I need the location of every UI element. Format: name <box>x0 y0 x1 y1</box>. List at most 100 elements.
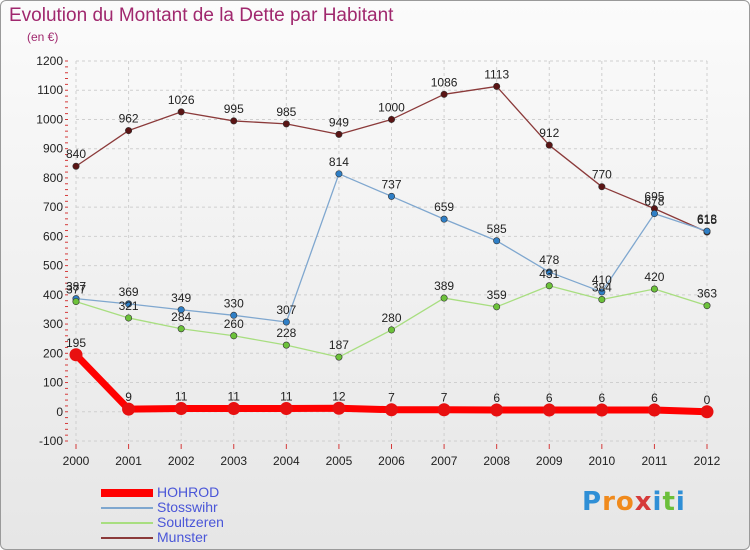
data-point-hohrod <box>385 403 398 417</box>
data-point-munster <box>440 90 448 98</box>
unit-label: (en €) <box>27 30 59 44</box>
data-point-stosswihr <box>125 300 133 308</box>
proxiti-logo: Proxiti <box>582 487 686 517</box>
data-label-soultzeren: 359 <box>487 288 507 302</box>
logo-letter: r <box>602 487 616 517</box>
data-point-stosswihr <box>545 268 553 276</box>
data-label-hohrod: 7 <box>388 391 395 405</box>
data-point-munster <box>125 127 133 135</box>
data-point-munster <box>230 117 238 125</box>
data-label-stosswihr: 307 <box>276 303 296 317</box>
y-tick-label: 1100 <box>37 83 63 97</box>
data-point-hohrod <box>542 403 556 417</box>
data-label-hohrod: 12 <box>332 389 346 403</box>
legend-label-munster: Munster <box>157 529 208 545</box>
y-tick-label: 200 <box>43 346 63 360</box>
x-tick-label: 2003 <box>220 454 247 468</box>
data-label-hohrod: 11 <box>175 390 188 404</box>
data-point-stosswihr <box>598 288 606 296</box>
data-point-stosswihr <box>440 215 448 223</box>
data-label-soultzeren: 260 <box>224 317 244 331</box>
y-tick-label: 1200 <box>36 54 63 68</box>
data-point-hohrod <box>490 403 504 417</box>
data-label-soultzeren: 389 <box>434 279 454 293</box>
data-point-soultzeren <box>282 341 290 349</box>
data-point-munster <box>493 82 501 90</box>
legend-item-stosswihr[interactable]: Stosswihr <box>101 500 224 515</box>
data-point-hohrod <box>69 348 83 362</box>
data-label-munster: 949 <box>329 115 349 129</box>
data-label-hohrod: 6 <box>651 391 658 405</box>
data-label-hohrod: 11 <box>280 390 293 404</box>
x-tick-label: 2012 <box>694 454 721 468</box>
legend-item-hohrod[interactable]: HOHROD <box>101 485 224 500</box>
data-label-munster: 1026 <box>168 93 195 107</box>
x-tick-label: 2009 <box>536 454 563 468</box>
data-label-stosswihr: 618 <box>697 212 717 226</box>
data-label-stosswihr: 814 <box>329 155 349 169</box>
legend-swatch-stosswihr <box>101 506 153 509</box>
data-point-hohrod <box>279 402 293 416</box>
data-point-stosswihr <box>282 318 290 326</box>
data-label-hohrod: 6 <box>546 391 553 405</box>
data-label-soultzeren: 228 <box>276 326 296 340</box>
data-label-stosswihr: 410 <box>592 273 612 287</box>
logo-letter: x <box>634 487 653 517</box>
data-point-hohrod <box>174 402 188 416</box>
data-label-munster: 912 <box>539 126 559 140</box>
legend-label-stosswihr: Stosswihr <box>157 499 218 515</box>
x-tick-label: 2007 <box>431 454 458 468</box>
y-tick-label: 300 <box>43 317 63 331</box>
data-point-hohrod <box>437 403 451 417</box>
x-tick-label: 2005 <box>326 454 353 468</box>
data-label-stosswihr: 678 <box>644 195 664 209</box>
data-point-hohrod <box>647 403 661 417</box>
data-label-stosswihr: 737 <box>381 177 401 191</box>
data-label-hohrod: 7 <box>441 391 448 405</box>
logo-letter: P <box>582 487 603 517</box>
data-point-soultzeren <box>703 302 711 310</box>
data-label-munster: 1000 <box>378 100 405 114</box>
data-point-stosswihr <box>387 192 395 200</box>
legend: HOHROD Stosswihr Soultzeren Munster <box>101 485 224 545</box>
data-label-soultzeren: 431 <box>539 267 559 281</box>
data-point-munster <box>387 115 395 123</box>
y-tick-label: 900 <box>43 142 63 156</box>
x-tick-label: 2008 <box>483 454 510 468</box>
y-tick-label: 0 <box>56 405 63 419</box>
data-label-soultzeren: 363 <box>697 287 717 301</box>
x-tick-label: 2001 <box>115 454 142 468</box>
data-point-munster <box>177 108 185 116</box>
legend-swatch-soultzeren <box>101 521 153 524</box>
data-point-hohrod <box>595 403 609 417</box>
data-point-soultzeren <box>72 298 80 306</box>
data-point-hohrod <box>227 402 241 416</box>
data-label-munster: 840 <box>66 147 86 161</box>
data-point-soultzeren <box>598 296 606 304</box>
data-label-soultzeren: 284 <box>171 310 191 324</box>
data-label-hohrod: 6 <box>493 391 500 405</box>
data-label-munster: 615 <box>697 213 717 227</box>
data-label-munster: 770 <box>592 168 612 182</box>
data-point-stosswihr <box>335 170 343 178</box>
data-point-hohrod <box>700 405 714 419</box>
data-label-stosswihr: 349 <box>171 291 191 305</box>
data-label-stosswihr: 387 <box>66 280 86 294</box>
x-tick-label: 2000 <box>63 454 90 468</box>
data-point-soultzeren <box>177 325 185 333</box>
y-tick-label: 100 <box>43 376 63 390</box>
data-label-hohrod: 6 <box>598 391 605 405</box>
chart-title: Evolution du Montant de la Dette par Hab… <box>9 5 394 26</box>
data-point-hohrod <box>332 401 346 415</box>
legend-item-soultzeren[interactable]: Soultzeren <box>101 515 224 530</box>
data-label-soultzeren: 377 <box>66 283 86 297</box>
data-label-soultzeren: 280 <box>381 311 401 325</box>
data-point-munster <box>598 183 606 191</box>
data-label-munster: 995 <box>224 102 244 116</box>
data-label-hohrod: 9 <box>125 390 132 404</box>
data-point-stosswihr <box>650 210 658 218</box>
data-label-munster: 1113 <box>484 67 509 81</box>
legend-item-munster[interactable]: Munster <box>101 530 224 545</box>
x-tick-label: 2004 <box>273 454 300 468</box>
